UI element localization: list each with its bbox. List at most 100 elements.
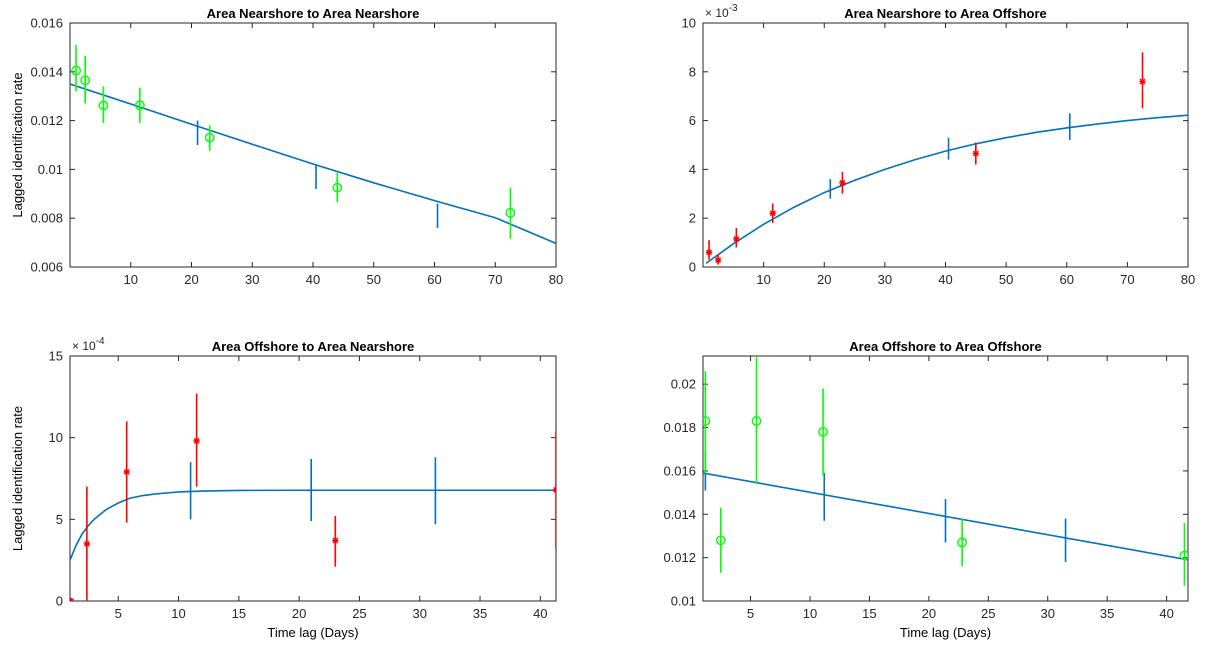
observation-point (552, 486, 556, 494)
y-tick-label: 10 (49, 430, 63, 445)
axes-box (702, 355, 1189, 602)
fit-curve (70, 83, 556, 245)
x-tick-label: 50 (367, 272, 381, 287)
x-tick-label: 60 (427, 272, 441, 287)
y-tick-label: 0.012 (663, 550, 696, 565)
x-tick-label: 30 (245, 272, 259, 287)
x-tick-label: 5 (115, 606, 122, 621)
plot-area (705, 52, 1188, 265)
x-tick-label: 15 (232, 606, 246, 621)
observation-point (71, 65, 81, 76)
x-tick-label: 40 (533, 606, 547, 621)
x-tick-label: 5 (747, 606, 754, 621)
y-tick-label: 0 (689, 260, 696, 275)
y-tick-label: 15 (49, 349, 63, 364)
y-tick-label: 0.008 (30, 211, 63, 226)
y-tick-label: 0.006 (30, 260, 63, 275)
y-exponent-label: × 10-4 (72, 336, 105, 353)
y-tick-label: 0.02 (671, 377, 696, 392)
x-tick-label: 40 (1159, 606, 1173, 621)
subplot-nearshore-to-nearshore: 10 20 30 40 50 60 70 80 0.006 0.008 0.01 0.012 0.014… (10, 6, 563, 287)
observation-point (134, 100, 145, 111)
x-tick-label: 80 (1181, 272, 1195, 287)
observation-point (505, 207, 516, 218)
y-tick-label: 0.018 (663, 420, 696, 435)
y-tick-label: 5 (56, 512, 63, 527)
x-tick-label: 15 (862, 606, 876, 621)
y-tick-label: 0.016 (30, 16, 63, 31)
plot-area (703, 356, 1188, 586)
x-tick-label: 25 (352, 606, 366, 621)
observation-point (1139, 78, 1146, 85)
observation-point (1179, 550, 1188, 561)
y-axis-label: Lagged identification rate (10, 406, 25, 551)
subplot-title: Area Nearshore to Area Nearshore (207, 6, 420, 21)
x-tick-label: 35 (473, 606, 487, 621)
subplot-title: Area Offshore to Area Offshore (849, 339, 1041, 354)
x-tick-label: 70 (1120, 272, 1134, 287)
observation-point (839, 179, 846, 187)
x-tick-label: 40 (306, 272, 320, 287)
y-tick-label: 0.016 (663, 463, 696, 478)
subplot-title: Area Offshore to Area Nearshore (212, 339, 415, 354)
x-tick-label: 30 (412, 606, 426, 621)
x-tick-label: 10 (756, 272, 770, 287)
observation-point (972, 150, 980, 157)
subplot-nearshore-to-offshore: 10 20 30 40 50 60 70 80 0 2 4 6 8 10 × 10-3 Area Nearsh… (682, 3, 1196, 287)
y-tick-label: 6 (689, 113, 696, 128)
y-tick-label: 0.014 (663, 507, 696, 522)
y-exponent-label: × 10-3 (705, 3, 738, 20)
x-tick-label: 20 (184, 272, 198, 287)
observation-point (332, 537, 339, 544)
x-axis-label: Time lag (Days) (900, 625, 991, 640)
y-tick-label: 0.012 (30, 113, 63, 128)
subplot-title: Area Nearshore to Area Offshore (844, 6, 1047, 21)
observation-point (193, 437, 200, 445)
y-tick-label: 4 (689, 162, 696, 177)
x-tick-label: 80 (549, 272, 563, 287)
x-tick-label: 40 (938, 272, 952, 287)
subplot-offshore-to-offshore: 5 10 15 20 25 30 35 40 0.01 0.012 0.014 0.016 0.018 0… (663, 339, 1189, 640)
x-tick-label: 35 (1100, 606, 1114, 621)
x-tick-label: 25 (981, 606, 995, 621)
plot-area (70, 393, 556, 601)
y-tick-label: 0.014 (30, 64, 63, 79)
observation-point (957, 537, 968, 548)
axes-box (702, 22, 1189, 268)
x-tick-label: 70 (488, 272, 502, 287)
x-tick-label: 20 (922, 606, 936, 621)
observation-point (98, 100, 109, 111)
observation-point (70, 597, 75, 601)
x-tick-label: 20 (292, 606, 306, 621)
observation-point (703, 416, 711, 426)
fit-curve (705, 114, 1188, 264)
observation-point (204, 132, 215, 143)
y-tick-label: 8 (689, 64, 696, 79)
x-tick-label: 10 (803, 606, 817, 621)
observation-point (769, 210, 776, 217)
plot-area (70, 44, 556, 245)
observation-point (80, 75, 91, 86)
y-tick-label: 10 (682, 16, 696, 31)
x-tick-label: 10 (171, 606, 185, 621)
x-tick-label: 60 (1060, 272, 1074, 287)
y-tick-label: 0.01 (671, 594, 696, 609)
y-axis-label: Lagged identification rate (10, 72, 25, 217)
x-tick-label: 20 (817, 272, 831, 287)
x-tick-label: 50 (999, 272, 1013, 287)
y-tick-label: 0.01 (38, 162, 63, 177)
observation-point (714, 256, 722, 264)
axes-box (69, 22, 557, 268)
observation-point (123, 468, 130, 476)
x-tick-label: 10 (124, 272, 138, 287)
observation-point (715, 535, 726, 546)
observation-point (332, 182, 343, 193)
observation-point (705, 249, 713, 256)
y-tick-label: 2 (689, 211, 696, 226)
subplot-offshore-to-nearshore: 5 10 15 20 25 30 35 40 0 5 10 15 × 10-4 Area Offshore… (10, 336, 557, 640)
observation-point (751, 416, 762, 426)
y-tick-label: 0 (56, 594, 63, 609)
observation-point (733, 235, 740, 243)
observation-point (818, 426, 828, 437)
